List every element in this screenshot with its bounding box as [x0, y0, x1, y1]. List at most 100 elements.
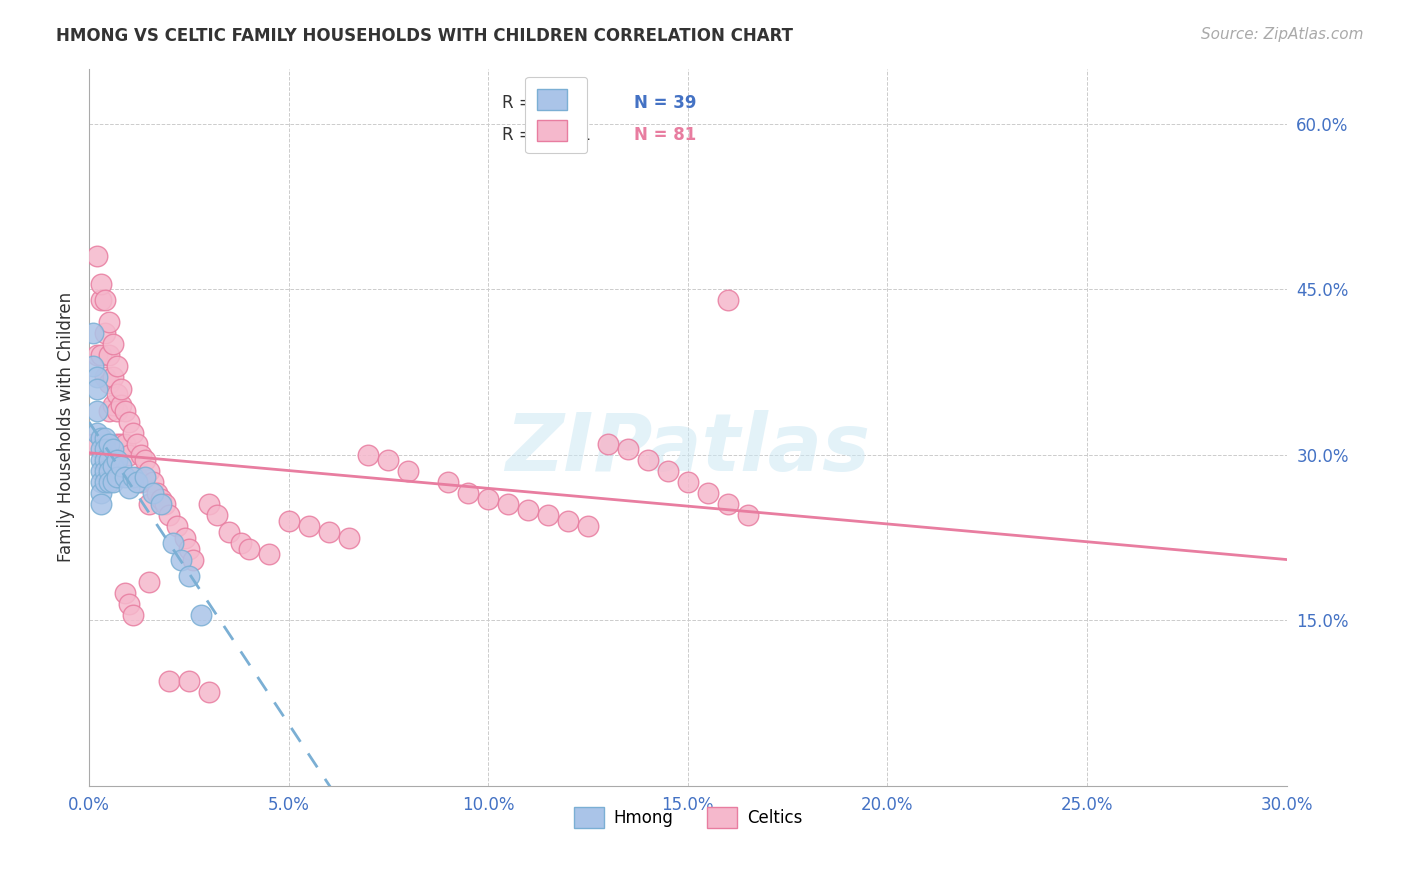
Point: [94, 442, 117, 457]
Point: [90, 277, 112, 291]
Point: [114, 436, 136, 450]
Point: [173, 531, 195, 545]
Y-axis label: Family Households with Children: Family Households with Children: [58, 292, 75, 562]
Point: [198, 685, 221, 699]
Point: [82, 359, 104, 374]
Point: [86, 382, 108, 396]
Point: [149, 491, 172, 506]
Point: [177, 569, 200, 583]
Point: [238, 541, 260, 556]
Point: [142, 486, 165, 500]
Point: [537, 508, 560, 523]
Point: [297, 519, 319, 533]
Point: [110, 398, 132, 412]
Point: [90, 442, 112, 457]
Point: [337, 531, 360, 545]
Point: [98, 348, 121, 362]
Point: [101, 370, 124, 384]
Point: [717, 293, 740, 308]
Point: [177, 541, 200, 556]
Point: [457, 486, 479, 500]
Text: Source: ZipAtlas.com: Source: ZipAtlas.com: [1201, 27, 1364, 42]
Point: [162, 536, 184, 550]
Text: N = 39: N = 39: [634, 94, 696, 112]
Point: [94, 453, 117, 467]
Point: [94, 370, 117, 384]
Point: [138, 497, 160, 511]
Point: [86, 249, 108, 263]
Point: [105, 387, 128, 401]
Point: [114, 403, 136, 417]
Point: [166, 519, 188, 533]
Point: [557, 514, 579, 528]
Point: [122, 607, 145, 622]
Point: [138, 464, 160, 478]
Point: [101, 475, 124, 490]
Point: [496, 497, 519, 511]
Point: [149, 497, 172, 511]
Point: [98, 464, 121, 478]
Point: [146, 486, 169, 500]
Legend: Hmong, Celtics: Hmong, Celtics: [567, 800, 808, 835]
Point: [134, 470, 156, 484]
Point: [90, 348, 112, 362]
Point: [118, 415, 141, 429]
Point: [101, 337, 124, 351]
Point: [138, 574, 160, 589]
Text: ZIPatlas: ZIPatlas: [505, 409, 870, 488]
Point: [157, 673, 180, 688]
Point: [110, 382, 132, 396]
Point: [105, 436, 128, 450]
Point: [657, 464, 679, 478]
Point: [86, 370, 108, 384]
Point: [122, 425, 145, 440]
Text: N = 81: N = 81: [634, 126, 696, 144]
Point: [437, 475, 460, 490]
Point: [142, 475, 165, 490]
Point: [94, 431, 117, 445]
Point: [98, 475, 121, 490]
Point: [122, 470, 145, 484]
Point: [129, 448, 152, 462]
Point: [218, 524, 240, 539]
Point: [82, 436, 104, 450]
Point: [90, 453, 112, 467]
Point: [696, 486, 718, 500]
Point: [676, 475, 699, 490]
Point: [617, 442, 640, 457]
Point: [737, 508, 759, 523]
Point: [114, 470, 136, 484]
Point: [101, 458, 124, 473]
Point: [105, 403, 128, 417]
Point: [94, 475, 117, 490]
Point: [118, 481, 141, 495]
Point: [153, 497, 176, 511]
Point: [157, 508, 180, 523]
Point: [90, 497, 112, 511]
Point: [90, 431, 112, 445]
Point: [101, 442, 124, 457]
Point: [105, 453, 128, 467]
Point: [118, 448, 141, 462]
Point: [90, 475, 112, 490]
Point: [105, 470, 128, 484]
Point: [517, 503, 540, 517]
Point: [125, 470, 148, 484]
Point: [229, 536, 252, 550]
Point: [125, 475, 148, 490]
Point: [94, 293, 117, 308]
Point: [90, 486, 112, 500]
Text: HMONG VS CELTIC FAMILY HOUSEHOLDS WITH CHILDREN CORRELATION CHART: HMONG VS CELTIC FAMILY HOUSEHOLDS WITH C…: [56, 27, 793, 45]
Point: [257, 547, 280, 561]
Point: [86, 403, 108, 417]
Point: [357, 448, 380, 462]
Point: [170, 552, 193, 566]
Point: [94, 464, 117, 478]
Point: [377, 453, 399, 467]
Point: [205, 508, 228, 523]
Point: [177, 673, 200, 688]
Point: [637, 453, 659, 467]
Point: [190, 607, 212, 622]
Point: [396, 464, 419, 478]
Point: [86, 348, 108, 362]
